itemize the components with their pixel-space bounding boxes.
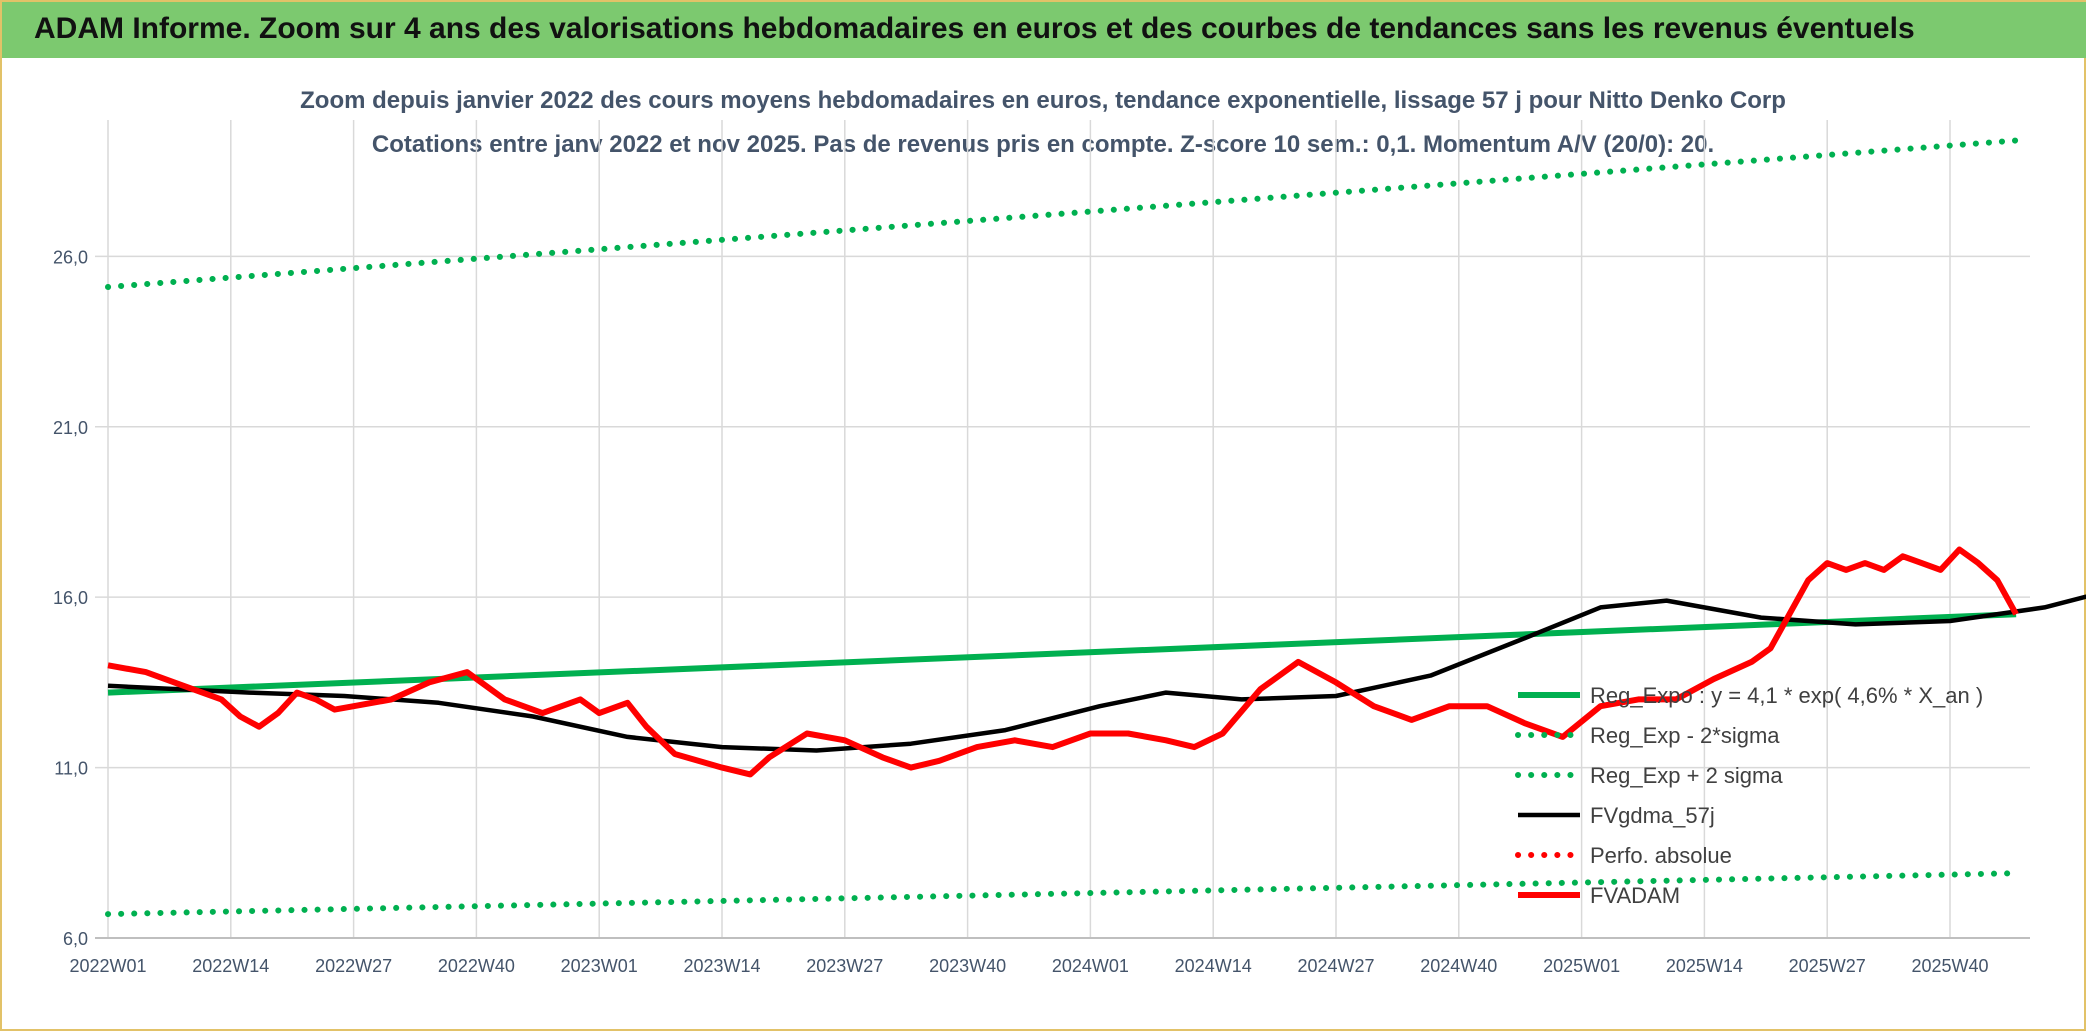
series-line-0 <box>107 611 2017 696</box>
x-tick-label: 2022W40 <box>438 956 515 976</box>
x-tick-label: 2024W01 <box>1052 956 1129 976</box>
y-tick-label: 6,0 <box>63 929 88 949</box>
chart-subtitle: Cotations entre janv 2022 et nov 2025. P… <box>372 131 1714 158</box>
legend-label: FVADAM <box>1590 883 1680 908</box>
y-axis: 6,0 11,0 16,0 21,0 26,0 <box>53 247 88 949</box>
legend-label: Reg_Exp + 2 sigma <box>1590 763 1783 788</box>
legend: Reg_Expo : y = 4,1 * exp( 4,6% * X_an ) R… <box>1515 683 1983 908</box>
gridlines <box>95 120 2030 939</box>
x-tick-label: 2022W27 <box>315 956 392 976</box>
x-tick-label: 2022W01 <box>69 956 146 976</box>
x-tick-label: 2025W14 <box>1666 956 1743 976</box>
x-tick-label: 2022W14 <box>192 956 269 976</box>
y-tick-label: 11,0 <box>54 759 88 779</box>
legend-label: Reg_Expo : y = 4,1 * exp( 4,6% * X_an ) <box>1590 683 1983 708</box>
x-tick-label: 2024W14 <box>1175 956 1252 976</box>
x-tick-label: 2025W40 <box>1911 956 1988 976</box>
x-tick-label: 2025W27 <box>1789 956 1866 976</box>
x-tick-label: 2024W27 <box>1297 956 1374 976</box>
y-tick-label: 26,0 <box>53 247 88 267</box>
report-title: ADAM Informe. Zoom sur 4 ans des valoris… <box>34 12 1915 45</box>
series-line-2 <box>105 137 2020 290</box>
x-tick-label: 2023W27 <box>806 956 883 976</box>
x-tick-label: 2023W01 <box>561 956 638 976</box>
y-tick-label: 21,0 <box>53 418 88 438</box>
y-tick-label: 16,0 <box>53 588 88 608</box>
x-tick-label: 2024W40 <box>1420 956 1497 976</box>
series-group <box>105 137 2086 918</box>
legend-label: Reg_Exp - 2*sigma <box>1590 723 1780 748</box>
legend-label: FVgdma_57j <box>1590 803 1715 828</box>
x-tick-label: 2023W40 <box>929 956 1006 976</box>
x-tick-label: 2023W14 <box>683 956 760 976</box>
series-line-5 <box>107 546 2019 778</box>
report-header: ADAM Informe. Zoom sur 4 ans des valoris… <box>2 2 2086 58</box>
series-line-1 <box>105 870 2020 918</box>
legend-label: Perfo. absolue <box>1590 843 1732 868</box>
chart-title: Zoom depuis janvier 2022 des cours moyen… <box>300 87 1786 114</box>
x-axis: 2022W01 2022W14 2022W27 2022W40 2023W01 2023W… <box>69 937 2030 976</box>
x-tick-label: 2025W01 <box>1543 956 1620 976</box>
